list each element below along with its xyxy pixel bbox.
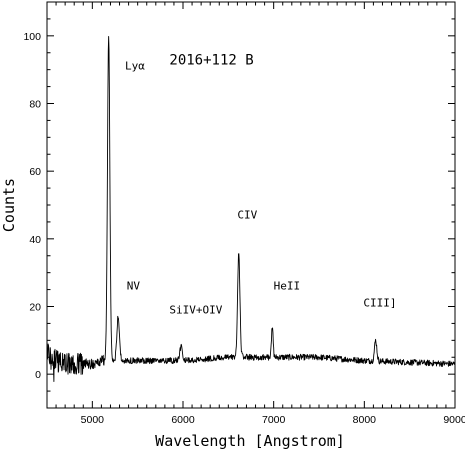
y-tick-label: 40	[29, 234, 41, 246]
x-tick-label: 6000	[171, 414, 195, 426]
emission-line-label: HeII	[274, 280, 301, 293]
y-tick-label: 80	[29, 99, 41, 111]
spectrum-line	[46, 36, 456, 382]
y-axis-ticks: 0 20 40 60 80 100	[23, 1, 455, 409]
emission-line-label: CIII]	[363, 297, 396, 310]
plot-area	[46, 36, 456, 382]
y-tick-label: 0	[35, 369, 41, 381]
x-axis-title: Wavelength [Angstrom]	[155, 432, 345, 450]
chart-title: 2016+112 B	[169, 53, 253, 69]
y-tick-label: 20	[29, 302, 41, 314]
x-tick-label: 7000	[262, 414, 286, 426]
emission-line-label: NV	[127, 280, 141, 293]
emission-line-label: SiIV+OIV	[169, 303, 222, 316]
y-tick-label: 60	[29, 166, 41, 178]
emission-line-label: CIV	[237, 209, 257, 222]
y-axis-title: Counts	[0, 178, 18, 232]
x-tick-label: 8000	[353, 414, 377, 426]
emission-line-label: Lyα	[125, 60, 145, 73]
x-axis-ticks: 5000 6000 7000 8000 9000	[46, 2, 465, 426]
x-tick-label: 9000	[443, 414, 465, 426]
x-tick-label: 5000	[81, 414, 105, 426]
y-tick-label: 100	[23, 31, 41, 43]
line-annotations: Lyα NV SiIV+OIV CIV HeII CIII]	[125, 60, 397, 317]
